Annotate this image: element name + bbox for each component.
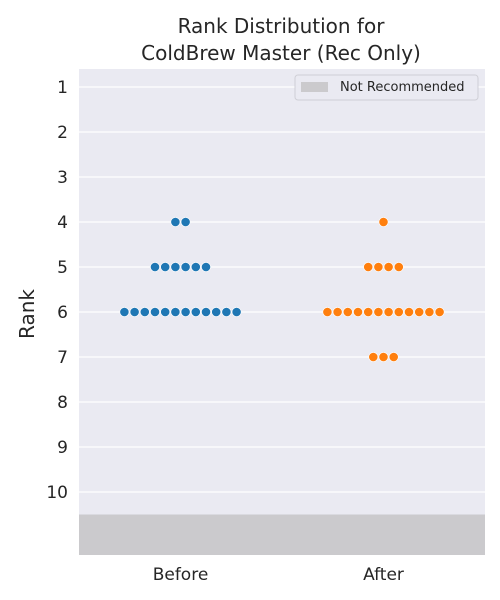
data-point: [170, 307, 181, 317]
data-point: [170, 217, 181, 227]
y-tick-labels: 1 2 3 4 5 6 7 8 9 10: [46, 78, 68, 503]
y-tick-label: 5: [57, 258, 68, 278]
chart-title-line-2: ColdBrew Master (Rec Only): [141, 41, 421, 65]
x-tick-labels: Before After: [153, 565, 404, 585]
data-point: [393, 307, 404, 317]
data-point: [150, 307, 160, 317]
y-tick-label: 2: [57, 123, 68, 143]
data-point: [378, 217, 389, 227]
data-point: [221, 307, 232, 317]
data-point: [414, 307, 425, 317]
x-tick-label: After: [363, 565, 404, 585]
data-point: [342, 307, 353, 317]
data-point: [368, 352, 379, 362]
not-recommended-band: [79, 514, 485, 555]
data-point: [180, 307, 191, 317]
data-point: [383, 262, 394, 272]
data-point: [393, 262, 404, 272]
data-point: [353, 307, 363, 317]
data-point: [201, 262, 211, 272]
y-tick-label: 10: [46, 483, 68, 503]
y-tick-label: 9: [57, 438, 68, 458]
data-point: [434, 307, 445, 317]
data-point: [373, 262, 384, 272]
data-point: [211, 307, 222, 317]
data-point: [373, 307, 384, 317]
y-tick-label: 7: [57, 348, 68, 368]
legend-box: [294, 74, 479, 101]
legend: Not Recommended: [294, 74, 479, 101]
data-point: [160, 262, 171, 272]
data-point: [363, 307, 374, 317]
data-point: [190, 307, 201, 317]
data-point: [332, 307, 343, 317]
data-point: [180, 217, 191, 227]
y-tick-label: 3: [57, 168, 68, 188]
grid-lines: [79, 86, 485, 493]
data-point: [160, 307, 171, 317]
data-point: [150, 262, 160, 272]
y-tick-label: 1: [57, 78, 68, 98]
data-point: [424, 307, 435, 317]
data-point: [231, 307, 242, 317]
y-tick-label: 6: [57, 303, 68, 323]
data-point: [363, 262, 374, 272]
legend-swatch: [301, 82, 328, 92]
data-points: [119, 217, 445, 362]
data-point: [170, 262, 181, 272]
y-tick-label: 8: [57, 393, 68, 413]
data-point: [201, 307, 211, 317]
data-point: [383, 307, 394, 317]
data-point: [378, 352, 389, 362]
y-tick-label: 4: [57, 213, 68, 233]
x-tick-label: Before: [153, 565, 209, 585]
y-axis-label: Rank: [15, 289, 39, 339]
data-point: [322, 307, 333, 317]
legend-label: Not Recommended: [340, 80, 465, 95]
data-point: [190, 262, 201, 272]
data-point: [139, 307, 150, 317]
chart-title-line-1: Rank Distribution for: [178, 14, 386, 38]
data-point: [388, 352, 399, 362]
data-point: [129, 307, 140, 317]
data-point: [119, 307, 130, 317]
data-point: [180, 262, 191, 272]
data-point: [404, 307, 414, 317]
